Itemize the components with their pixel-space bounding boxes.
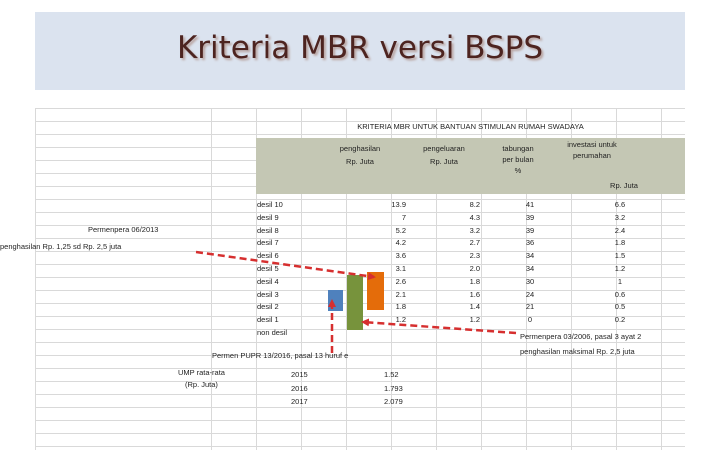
cell-pengeluaran: 1.8 [469, 276, 480, 286]
cell-investasi: 1 [617, 276, 623, 286]
cell-tabungan: 34 [525, 264, 535, 273]
cell-pengeluaran: 1.6 [469, 289, 480, 299]
cell-pengeluaran: 2.7 [469, 238, 480, 248]
cell-penghasilan: 3.6 [395, 251, 406, 261]
cell-penghasilan: 1.8 [395, 302, 406, 312]
ump-value: 1.52 [384, 370, 399, 379]
cell-label: desil 3 [257, 289, 279, 299]
cell-pengeluaran: 2.0 [469, 264, 480, 273]
cell-pengeluaran: 1.4 [469, 302, 480, 312]
annotation-penghasilan-maksimal: penghasilan maksimal Rp. 2,5 juta [520, 347, 635, 356]
cell-pengeluaran: 2.3 [469, 251, 480, 261]
cell-investasi: 2.4 [614, 225, 626, 235]
cell-tabungan: 30 [525, 276, 535, 286]
table-title: KRITERIA MBR UNTUK BANTUAN STIMULAN RUMA… [357, 122, 584, 131]
annotation-permen-pupr: Permen PUPR 13/2016, pasal 13 huruf e [212, 351, 349, 360]
ump-year: 2016 [291, 383, 308, 393]
cell-tabungan: 34 [525, 251, 535, 261]
annotation-permenpera-03: Permenpera 03/2006, pasal 3 ayat 2 [520, 332, 642, 341]
cell-label: desil 5 [257, 264, 279, 273]
cell-penghasilan: 1.2 [395, 315, 406, 325]
cell-investasi: 1.2 [614, 264, 626, 273]
cell-pengeluaran: 4.3 [469, 212, 480, 222]
ump-label: UMP rata-rata [178, 368, 225, 377]
cell-tabungan: 0 [527, 315, 533, 325]
cell-tabungan: 24 [525, 289, 535, 299]
slide-title: Kriteria MBR versi BSPS [176, 30, 544, 66]
ump-year: 2015 [291, 370, 308, 379]
header-penghasilan-unit: Rp. Juta [346, 157, 374, 166]
cell-label: non desil [257, 328, 288, 337]
bar-green [347, 275, 363, 330]
annotation-penghasilan-range: penghasilan Rp. 1,25 sd Rp. 2,5 juta [0, 242, 122, 251]
bar-blue [328, 290, 343, 311]
ump-label-unit: (Rp. Juta) [185, 380, 218, 389]
cell-label: desil 8 [257, 225, 279, 235]
cell-penghasilan: 2.6 [395, 276, 406, 286]
cell-investasi: 0.6 [614, 289, 626, 299]
cell-pengeluaran: 1.2 [469, 315, 480, 325]
annotation-permenpera-06: Permenpera 06/2013 [88, 225, 159, 234]
bar-orange [367, 272, 384, 310]
cell-label: desil 1 [257, 315, 279, 325]
cell-penghasilan: 4.2 [395, 238, 406, 248]
cell-investasi: 0.5 [614, 302, 626, 312]
cell-label: desil 2 [257, 302, 279, 312]
header-pengeluaran: pengeluaran [423, 144, 465, 153]
cell-tabungan: 21 [525, 302, 535, 312]
cell-label: desil 10 [257, 200, 283, 209]
cell-penghasilan: 13.9 [391, 200, 406, 209]
cell-tabungan: 39 [525, 212, 535, 222]
header-investasi-perumahan: perumahan [573, 151, 611, 160]
cell-penghasilan: 5.2 [395, 225, 406, 235]
header-tabungan-per-bulan: per bulan [502, 155, 534, 164]
cell-label: desil 6 [257, 251, 279, 261]
cell-investasi: 1.8 [614, 238, 626, 248]
cell-label: desil 9 [257, 212, 279, 222]
cell-label: desil 4 [257, 276, 279, 286]
header-band [256, 138, 685, 194]
cell-investasi: 3.2 [614, 212, 626, 222]
arrow-permenpera-06 [195, 250, 376, 281]
header-tabungan-unit: % [514, 166, 522, 175]
cell-pengeluaran: 3.2 [469, 225, 480, 235]
header-pengeluaran-unit: Rp. Juta [430, 157, 458, 166]
title-band [35, 12, 685, 90]
header-investasi-unit: Rp. Juta [610, 181, 638, 190]
cell-investasi: 1.5 [614, 251, 626, 261]
cell-pengeluaran: 8.2 [469, 200, 480, 209]
header-penghasilan: penghasilan [339, 144, 381, 153]
header-tabungan: tabungan [502, 144, 534, 153]
arrow-permenpera-03 [361, 318, 517, 335]
cell-tabungan: 36 [525, 238, 535, 248]
ump-value: 2.079 [384, 397, 403, 406]
cell-penghasilan: 7 [401, 212, 406, 222]
cell-investasi: 6.6 [614, 200, 626, 209]
cell-label: desil 7 [257, 238, 279, 248]
cell-tabungan: 41 [525, 200, 535, 209]
header-investasi: investasi untuk [567, 140, 617, 149]
cell-penghasilan: 3.1 [395, 264, 406, 273]
cell-investasi: 0.2 [614, 315, 626, 325]
ump-year: 2017 [291, 397, 308, 406]
ump-value: 1.793 [384, 383, 403, 393]
cell-penghasilan: 2.1 [395, 289, 406, 299]
cell-tabungan: 39 [525, 225, 535, 235]
